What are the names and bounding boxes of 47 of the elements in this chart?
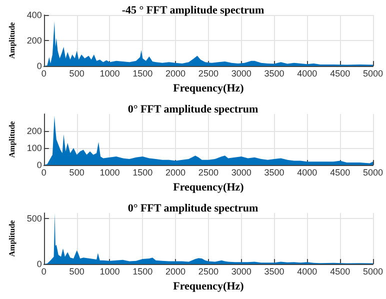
- x-tick-label: 2500: [198, 68, 218, 78]
- y-tick-label: 0: [36, 61, 42, 71]
- x-tick-label: 2000: [166, 266, 186, 276]
- x-axis-title: Frequency(Hz): [173, 182, 244, 194]
- x-tick-label: 4000: [297, 168, 318, 178]
- y-tick-label: 0: [36, 160, 42, 170]
- x-tick-label: 3500: [264, 266, 284, 276]
- x-tick-label: 2500: [198, 266, 218, 276]
- chart-title: 0° FFT amplitude spectrum: [128, 104, 258, 116]
- y-axis-title: Amplitude: [8, 22, 16, 59]
- x-axis-title: Frequency(Hz): [173, 280, 244, 292]
- chart-title: -45 ° FFT amplitude spectrum: [122, 4, 264, 16]
- x-tick-label: 500: [69, 68, 84, 78]
- x-tick-label: 1000: [100, 266, 120, 276]
- y-axis-title: Amplitude: [8, 220, 16, 257]
- y-tick-label: 200: [26, 126, 42, 136]
- chart-title: 0° FFT amplitude spectrum: [128, 202, 258, 214]
- y-tick-label: 200: [26, 36, 42, 46]
- x-tick-label: 5000: [362, 266, 384, 276]
- y-tick-label: 0: [36, 259, 42, 269]
- x-tick-label: 3000: [231, 168, 252, 178]
- x-tick-label: 4500: [330, 266, 350, 276]
- x-tick-label: 2000: [166, 68, 186, 78]
- x-tick-label: 1000: [100, 68, 120, 78]
- x-tick-label: 4500: [330, 168, 350, 178]
- x-tick-label: 3500: [264, 68, 284, 78]
- x-tick-label: 3000: [231, 266, 252, 276]
- x-tick-label: 5000: [362, 68, 384, 78]
- x-tick-label: 5000: [362, 168, 384, 178]
- x-tick-label: 3000: [231, 68, 252, 78]
- x-tick-label: 500: [69, 266, 84, 276]
- y-axis-title: Amplitude: [8, 120, 16, 158]
- x-tick-label: 3500: [264, 168, 284, 178]
- x-tick-label: 2000: [166, 168, 186, 178]
- y-tick-label: 100: [26, 143, 42, 153]
- x-tick-label: 4500: [330, 68, 350, 78]
- x-tick-label: 4000: [297, 68, 318, 78]
- x-tick-label: 2500: [198, 168, 218, 178]
- x-tick-label: 1500: [132, 168, 153, 178]
- x-axis-title: Frequency(Hz): [173, 82, 244, 94]
- x-tick-label: 1500: [132, 68, 153, 78]
- y-tick-label: 400: [26, 10, 42, 20]
- x-tick-label: 500: [69, 168, 84, 178]
- x-tick-label: 1000: [100, 168, 120, 178]
- y-tick-label: 500: [26, 213, 42, 224]
- x-tick-label: 4000: [297, 266, 318, 276]
- x-tick-label: 1500: [132, 266, 153, 276]
